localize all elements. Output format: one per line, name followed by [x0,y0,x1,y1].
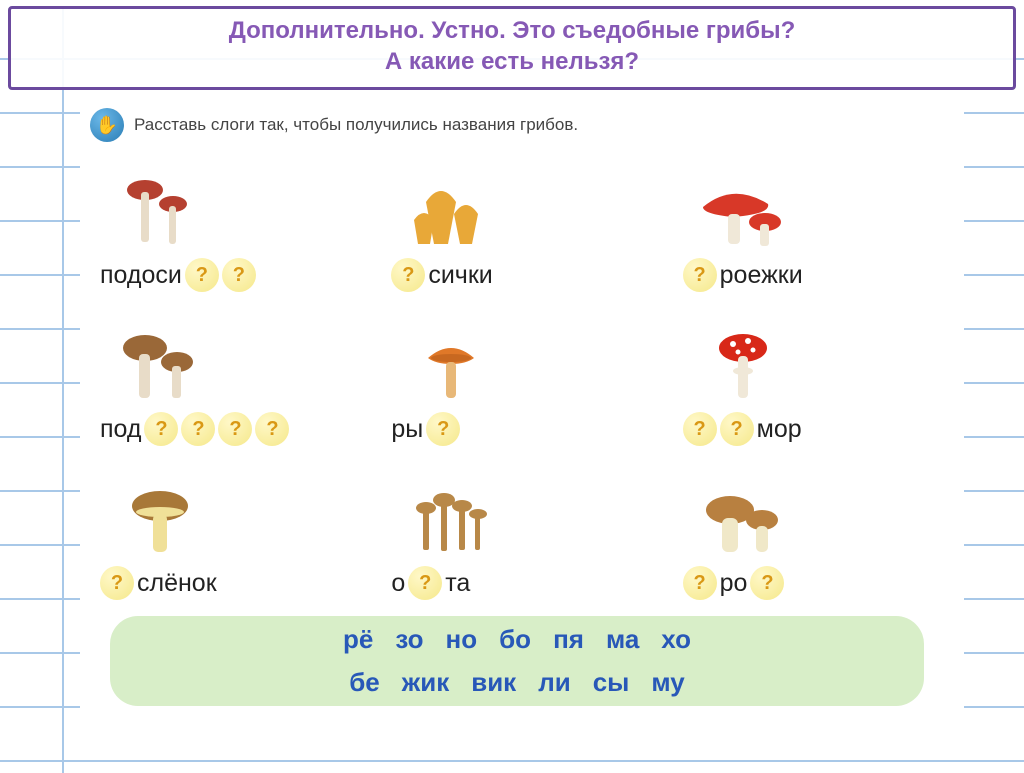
q-bubble[interactable]: ? [683,258,717,292]
word-pre: подоси [100,261,182,290]
word-post: слёнок [137,569,217,598]
word-post: роежки [720,261,803,290]
q-bubble[interactable]: ? [720,412,754,446]
word-pre: под [100,415,141,444]
mushroom-img [683,314,803,406]
mushroom-img [391,314,511,406]
q-bubble[interactable]: ? [683,412,717,446]
syllable[interactable]: пя [553,624,584,655]
word-row: о ? та [391,566,470,600]
cell-muhomor: ? ? мор [683,314,944,446]
header-line1: Дополнительно. Устно. Это съедобные гриб… [23,15,1001,46]
hand-icon: ✋ [90,108,124,142]
cell-maslenok: ? слёнок [100,468,361,600]
cell-podberezovik: под ? ? ? ? [100,314,361,446]
word-pre: ры [391,415,423,444]
word-row: ? ? мор [683,412,802,446]
syllable[interactable]: му [651,667,684,698]
syllable[interactable]: вик [471,667,516,698]
header-box: Дополнительно. Устно. Это съедобные гриб… [8,6,1016,90]
q-bubble[interactable]: ? [181,412,215,446]
word-row: подоси ? ? [100,258,256,292]
word-pre: о [391,569,405,598]
mushroom-img [391,468,511,560]
syllable-bank: рё зо но бо пя ма хо бе жик вик ли сы му [110,616,924,706]
cell-ryzhik: ры ? [391,314,652,446]
syllable[interactable]: бо [499,624,531,655]
instruction-row: ✋ Расставь слоги так, чтобы получились н… [90,108,944,142]
syllable[interactable]: ли [538,667,571,698]
syllable[interactable]: хо [661,624,691,655]
syllable[interactable]: но [446,624,478,655]
q-bubble[interactable]: ? [426,412,460,446]
header-line2: А какие есть нельзя? [23,46,1001,77]
syllable[interactable]: зо [395,624,423,655]
syllable[interactable]: жик [402,667,449,698]
cell-opyata: о ? та [391,468,652,600]
cell-syroezhki: ? роежки [683,160,944,292]
mushroom-grid: подоси ? ? ? сички [90,160,944,600]
word-post: сички [428,261,492,290]
q-bubble[interactable]: ? [185,258,219,292]
instruction-text: Расставь слоги так, чтобы получились наз… [134,115,578,135]
word-row: под ? ? ? ? [100,412,289,446]
word-post: мор [757,415,802,444]
mushroom-img [100,160,220,252]
q-bubble[interactable]: ? [391,258,425,292]
mushroom-img [100,468,220,560]
word-row: ? слёнок [100,566,217,600]
q-bubble[interactable]: ? [144,412,178,446]
cell-borovik: ? ро ? [683,468,944,600]
q-bubble[interactable]: ? [222,258,256,292]
syllable[interactable]: ма [606,624,639,655]
word-row: ? сички [391,258,492,292]
mushroom-img [683,160,803,252]
word-row: ? ро ? [683,566,785,600]
mushroom-img [391,160,511,252]
mushroom-img [683,468,803,560]
q-bubble[interactable]: ? [683,566,717,600]
content: Дополнительно. Устно. Это съедобные гриб… [0,6,1024,716]
word-row: ры ? [391,412,460,446]
syllable[interactable]: рё [343,624,373,655]
mushroom-img [100,314,220,406]
worksheet: ✋ Расставь слоги так, чтобы получились н… [80,98,964,716]
word-mid: ро [720,569,748,598]
word-post: та [445,569,470,598]
syllable[interactable]: бе [349,667,380,698]
q-bubble[interactable]: ? [750,566,784,600]
q-bubble[interactable]: ? [218,412,252,446]
syllable[interactable]: сы [593,667,630,698]
cell-podosinovik: подоси ? ? [100,160,361,292]
cell-lisichki: ? сички [391,160,652,292]
q-bubble[interactable]: ? [255,412,289,446]
word-row: ? роежки [683,258,803,292]
q-bubble[interactable]: ? [100,566,134,600]
q-bubble[interactable]: ? [408,566,442,600]
